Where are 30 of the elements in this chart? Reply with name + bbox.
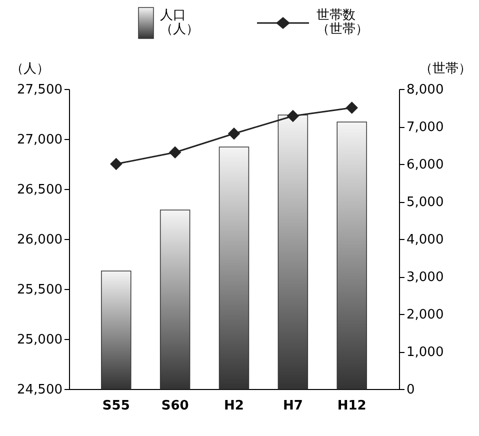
x-tick-label: H7: [282, 398, 303, 414]
y2-tick-label: 1,000: [406, 345, 444, 360]
y2-tick-label: 6,000: [406, 158, 444, 172]
point: [110, 158, 122, 170]
y-tick-label: 27,500: [17, 82, 62, 98]
y-tick-label: 25,000: [17, 332, 62, 348]
y2-tick-label: 4,000: [406, 232, 444, 248]
y2-tick-label: 2,000: [406, 308, 444, 322]
y-tick-label: 26,500: [17, 182, 62, 198]
y2-tick-label: 7,000: [406, 120, 444, 135]
y2-tick-label: 0: [406, 382, 415, 398]
point: [228, 128, 240, 140]
y2-axis-title: （世帯）: [420, 62, 472, 76]
point: [168, 146, 182, 158]
x-tick-label: H12: [337, 398, 366, 414]
y2-tick-label: 3,000: [406, 270, 444, 285]
x-tick-label: H2: [224, 398, 244, 414]
point: [286, 110, 300, 122]
y-axis-title: （人）: [10, 62, 50, 76]
y-tick-label: 27,000: [17, 132, 62, 148]
y2-tick-label: 5,000: [406, 195, 444, 210]
legend-label: 人口（人）: [160, 8, 200, 37]
legend-label: 世帯数（世帯）: [316, 8, 370, 37]
y-tick-label: 25,500: [17, 282, 62, 298]
y2-tick-label: 8,000: [406, 82, 444, 98]
point: [346, 102, 358, 114]
y-tick-label: 24,500: [17, 382, 62, 398]
y-tick-label: 26,000: [17, 232, 62, 248]
x-tick-label: S55: [102, 398, 130, 414]
x-tick-label: S60: [161, 398, 189, 414]
